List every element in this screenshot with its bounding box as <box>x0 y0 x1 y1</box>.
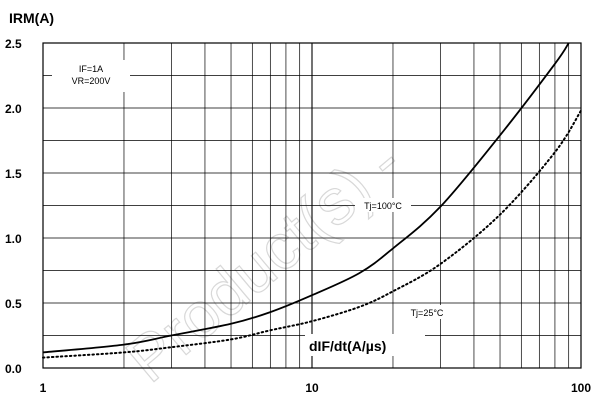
y-tick-label: 0.5 <box>5 297 22 311</box>
series-label-tj100: Tj=100°C <box>364 201 402 211</box>
y-tick-label: 2.0 <box>5 102 22 116</box>
x-tick-label: 1 <box>40 381 47 395</box>
series-layer <box>42 42 582 359</box>
x-axis-label: dIF/dt(A/µs) <box>309 338 386 354</box>
condition-if: IF=1A <box>79 64 103 74</box>
y-tick-label: 1.0 <box>5 232 22 246</box>
series-label-tj25: Tj=25°C <box>411 308 444 318</box>
x-tick-label: 10 <box>305 381 319 395</box>
label-bg-tj100 <box>355 198 411 212</box>
plot-border <box>42 42 582 369</box>
y-axis-label: IRM(A) <box>9 10 54 26</box>
y-tick-label: 2.5 <box>5 37 22 51</box>
tick-labels: 0.0 0.5 1.0 1.5 2.0 2.5 1 10 100 <box>5 37 591 395</box>
series-line-0 <box>42 42 570 354</box>
x-label-bg <box>305 334 425 356</box>
label-bg-tj25 <box>403 305 451 319</box>
y-tick-label: 1.5 <box>5 167 22 181</box>
condition-vr: VR=200V <box>72 76 111 86</box>
conditions-box <box>52 60 130 92</box>
series-line-1 <box>42 109 582 359</box>
y-tick-label: 0.0 <box>5 362 22 376</box>
x-tick-label: 100 <box>571 381 591 395</box>
